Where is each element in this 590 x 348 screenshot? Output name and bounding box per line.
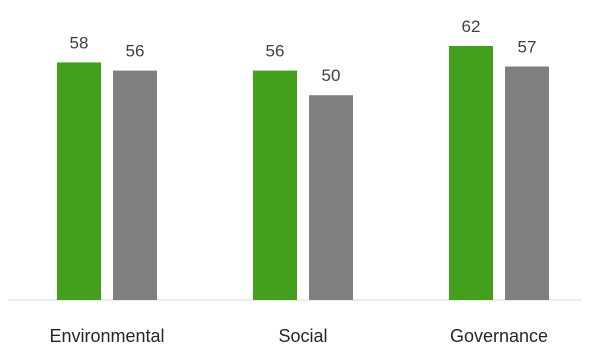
bar-environmental-series-2 (113, 70, 157, 300)
x-tick-label-environmental: Environmental (49, 326, 164, 346)
data-label-environmental-series-2: 56 (126, 42, 145, 61)
bar-environmental-series-1 (57, 62, 101, 301)
bar-social-series-1 (253, 70, 297, 300)
bar-governance-series-2 (505, 66, 549, 300)
data-label-environmental-series-1: 58 (70, 33, 89, 52)
x-tick-label-social: Social (278, 326, 327, 346)
bar-governance-series-1 (449, 46, 493, 300)
data-label-governance-series-1: 62 (462, 17, 481, 36)
data-label-social-series-1: 56 (266, 42, 285, 61)
data-label-governance-series-2: 57 (518, 38, 537, 57)
bar-social-series-2 (309, 95, 353, 300)
bars-group (57, 46, 549, 301)
x-tick-label-governance: Governance (450, 326, 548, 346)
data-label-social-series-2: 50 (322, 66, 341, 85)
x-tick-labels-group: Environmental Social Governance (49, 326, 548, 346)
data-labels-group: 58 56 56 50 62 57 (70, 17, 537, 85)
